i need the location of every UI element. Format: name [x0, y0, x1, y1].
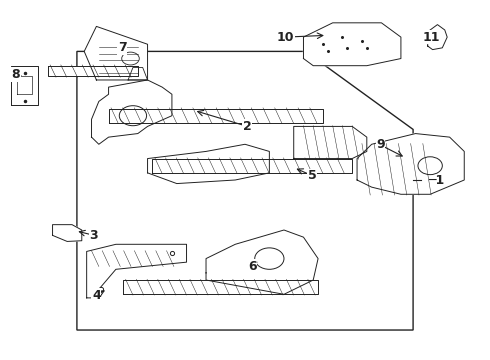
Text: 4: 4 — [92, 288, 101, 302]
Polygon shape — [206, 230, 318, 294]
Text: 5: 5 — [308, 169, 317, 182]
Polygon shape — [428, 24, 447, 50]
Polygon shape — [87, 244, 187, 298]
Polygon shape — [303, 23, 401, 66]
Polygon shape — [123, 280, 318, 294]
Text: 8: 8 — [12, 68, 20, 81]
Polygon shape — [294, 126, 367, 158]
Polygon shape — [11, 66, 38, 105]
Polygon shape — [84, 26, 147, 80]
Polygon shape — [109, 109, 323, 123]
Text: 3: 3 — [90, 229, 98, 242]
Text: ─1: ─1 — [428, 174, 444, 186]
Text: 7: 7 — [118, 41, 126, 54]
Polygon shape — [128, 67, 147, 80]
Text: 2: 2 — [243, 120, 252, 133]
Text: 11: 11 — [422, 31, 440, 44]
Text: 10: 10 — [277, 31, 294, 44]
Polygon shape — [52, 225, 82, 242]
Text: 6: 6 — [248, 260, 257, 273]
Text: 9: 9 — [376, 139, 385, 152]
Polygon shape — [92, 80, 172, 144]
Polygon shape — [152, 158, 352, 173]
Polygon shape — [147, 144, 270, 184]
Polygon shape — [48, 66, 138, 76]
Polygon shape — [357, 134, 464, 194]
